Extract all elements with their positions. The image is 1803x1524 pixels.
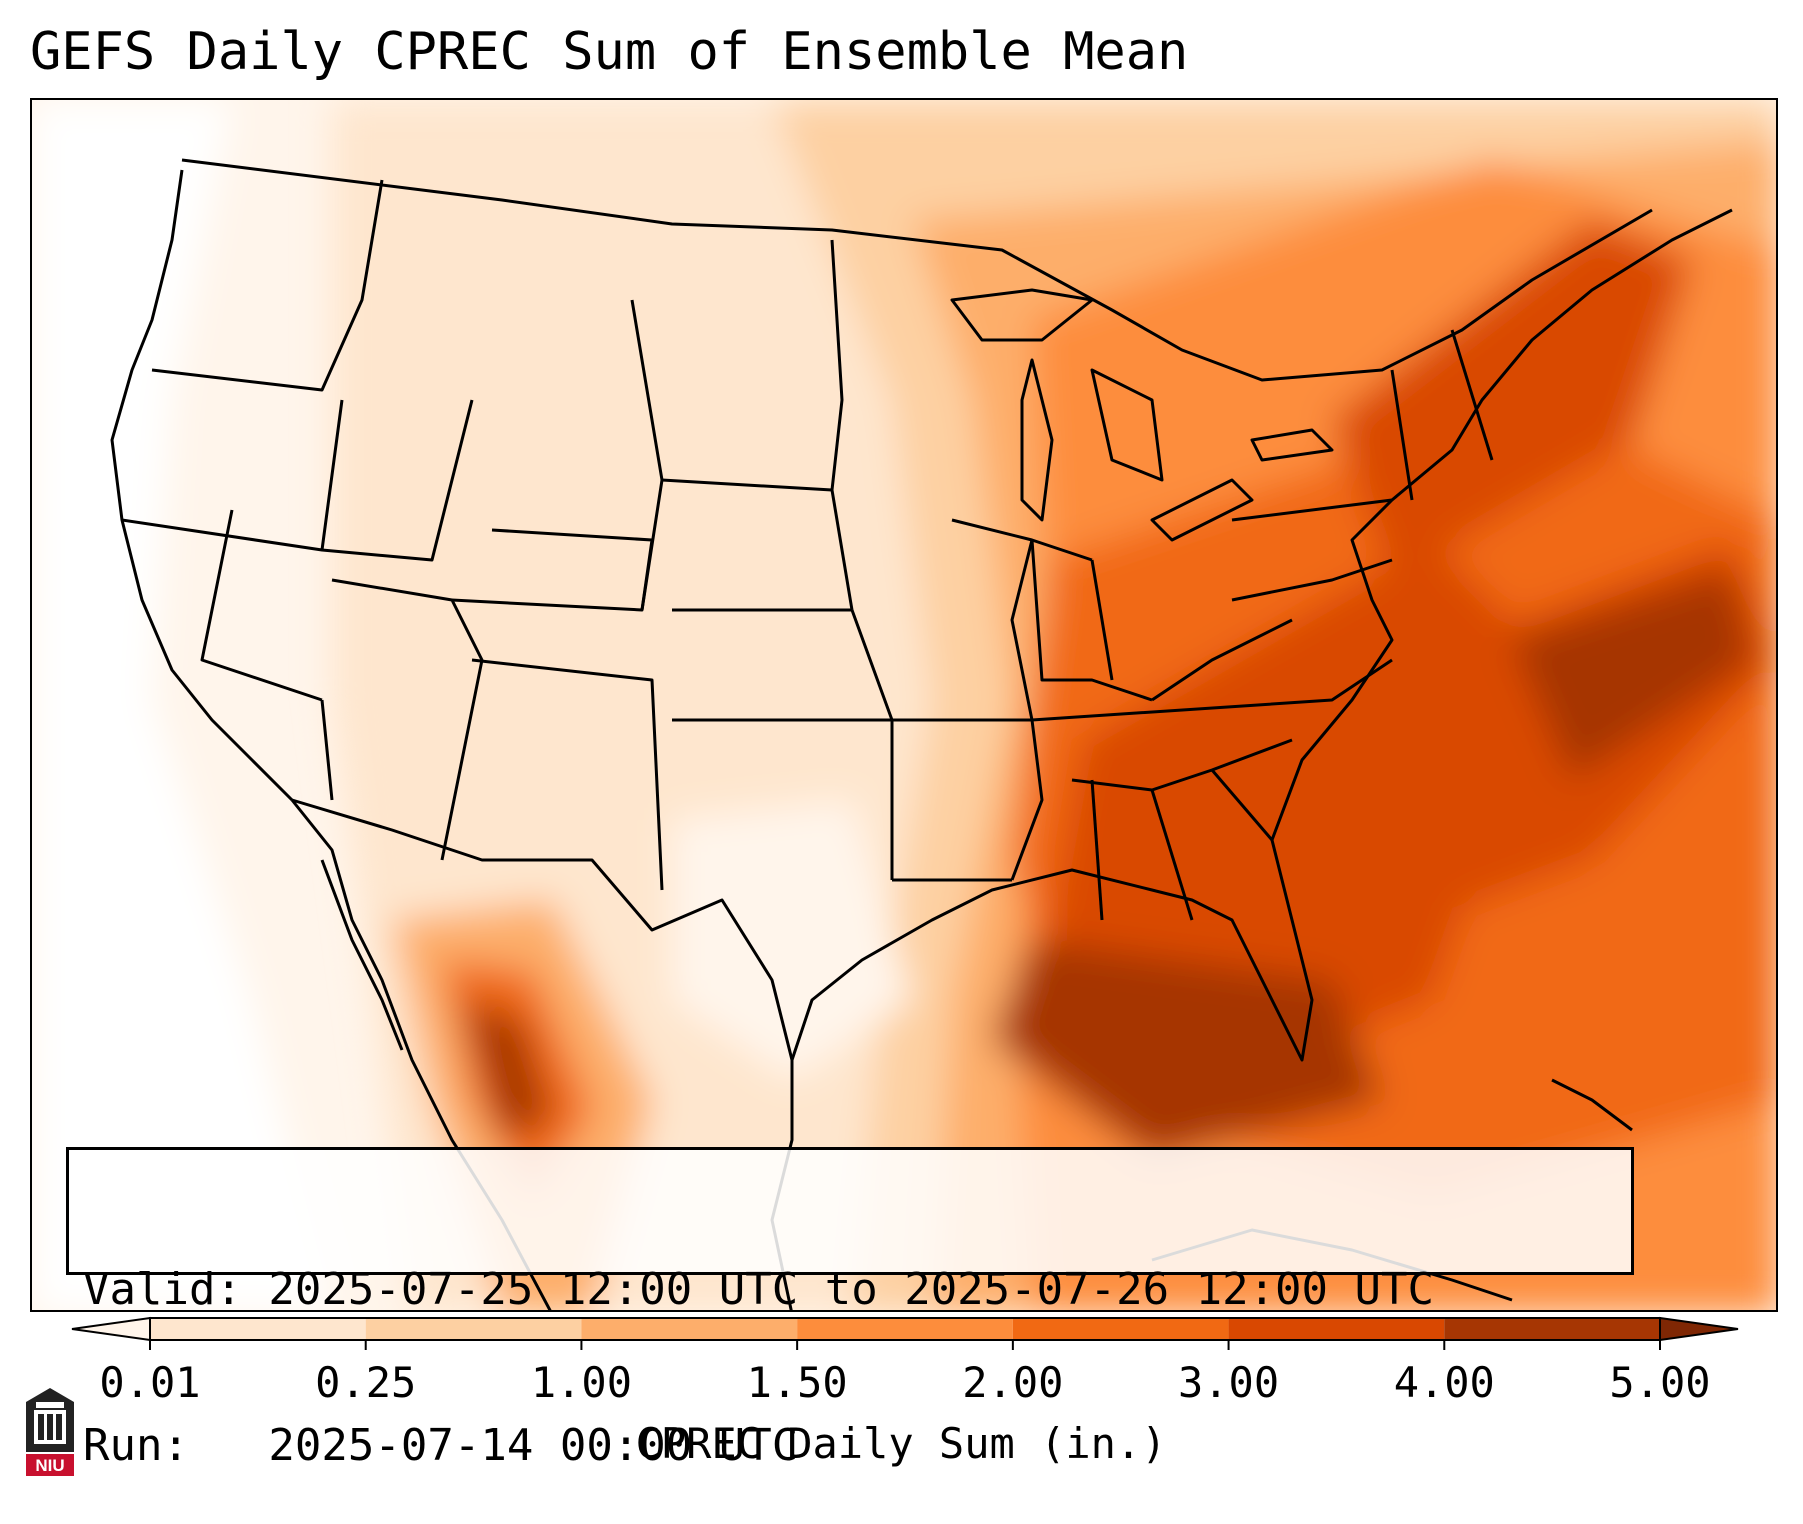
state-boundary	[1090, 559, 1114, 681]
colorbar-tick-label: 3.00	[1177, 1358, 1280, 1407]
info-box: Valid: 2025-07-25 12:00 UTC to 2025-07-2…	[66, 1147, 1634, 1471]
atlantic-coastline	[1270, 208, 1733, 841]
colorbar-tick-label: 1.00	[530, 1358, 632, 1407]
colorbar-outline	[149, 1317, 1661, 1341]
state-boundary	[1151, 618, 1293, 702]
run-time-text: Run: 2025-07-14 00:00 UTC	[83, 1420, 799, 1471]
colorbar-segment	[581, 1318, 798, 1340]
colorbar-tick-label: 0.01	[99, 1358, 201, 1407]
colorbar-segment	[1228, 1318, 1445, 1340]
precipitation-field	[32, 100, 1776, 1310]
state-boundary	[331, 578, 484, 861]
us-mexico-border	[291, 798, 794, 1061]
precip-region	[672, 800, 912, 1080]
precip-region	[1512, 570, 1752, 780]
state-boundary	[151, 179, 384, 392]
state-boundary	[661, 239, 844, 492]
precip-region	[392, 220, 792, 520]
colorbar-tick-label: 5.00	[1609, 1358, 1711, 1407]
colorbar	[71, 1316, 1739, 1350]
colorbar-extend-low	[71, 1316, 151, 1342]
state-boundary	[200, 509, 323, 702]
gulf-coastline	[790, 839, 1314, 1062]
state-boundary	[1231, 558, 1393, 602]
precipitation-map	[30, 98, 1778, 1312]
state-boundary	[1090, 779, 1104, 921]
state-boundary	[830, 489, 854, 611]
lake-erie	[1150, 478, 1254, 542]
colorbar-tick-label: 0.25	[315, 1358, 417, 1407]
baja-gulf-coast	[320, 859, 404, 1051]
precip-region	[462, 1000, 552, 1140]
map-canvas	[32, 100, 1776, 1310]
state-boundary	[320, 699, 334, 801]
ocean-region	[32, 100, 331, 1310]
state-boundary	[321, 399, 474, 562]
state-boundary	[1210, 769, 1274, 841]
precip-region	[992, 940, 1382, 1160]
state-boundary	[1071, 738, 1293, 792]
colorbar-segment	[1012, 1318, 1229, 1340]
colorbar-segment	[797, 1318, 1013, 1340]
lake-ontario	[1250, 428, 1334, 462]
niu-logo: NIU	[26, 1388, 74, 1476]
state-boundary	[850, 609, 894, 721]
colorbar-tick-label: 4.00	[1393, 1358, 1495, 1407]
pacific-coastline	[110, 169, 294, 802]
colorbar-segment	[365, 1318, 582, 1340]
colorbar-label: CPREC Daily Sum (in.)	[635, 1419, 1167, 1468]
lake-michigan	[1020, 358, 1054, 522]
map-title: GEFS Daily CPREC Sum of Ensemble Mean	[30, 22, 1189, 82]
lake-huron	[1090, 368, 1164, 482]
state-boundary	[1030, 539, 1153, 702]
state-boundary	[1390, 369, 1414, 501]
bahamas	[1551, 1078, 1633, 1132]
us-canada-border	[181, 158, 1653, 382]
state-boundaries	[121, 158, 1653, 1061]
colorbar-segment	[150, 1318, 366, 1340]
colorbar-tick-label: 1.50	[746, 1358, 848, 1407]
niu-logo-text: NIU	[35, 1456, 64, 1475]
colorbar-extend-high	[1659, 1316, 1739, 1342]
precip-region	[1332, 220, 1692, 580]
colorbar-segment	[1444, 1318, 1660, 1340]
lake-superior	[950, 288, 1094, 342]
state-boundary	[1231, 498, 1393, 522]
colorbar-tick-label: 2.00	[962, 1358, 1064, 1407]
state-boundary	[1450, 329, 1494, 461]
state-boundary	[471, 658, 664, 891]
valid-time-text: Valid: 2025-07-25 12:00 UTC to 2025-07-2…	[83, 1264, 1435, 1315]
state-boundary	[1031, 658, 1393, 722]
